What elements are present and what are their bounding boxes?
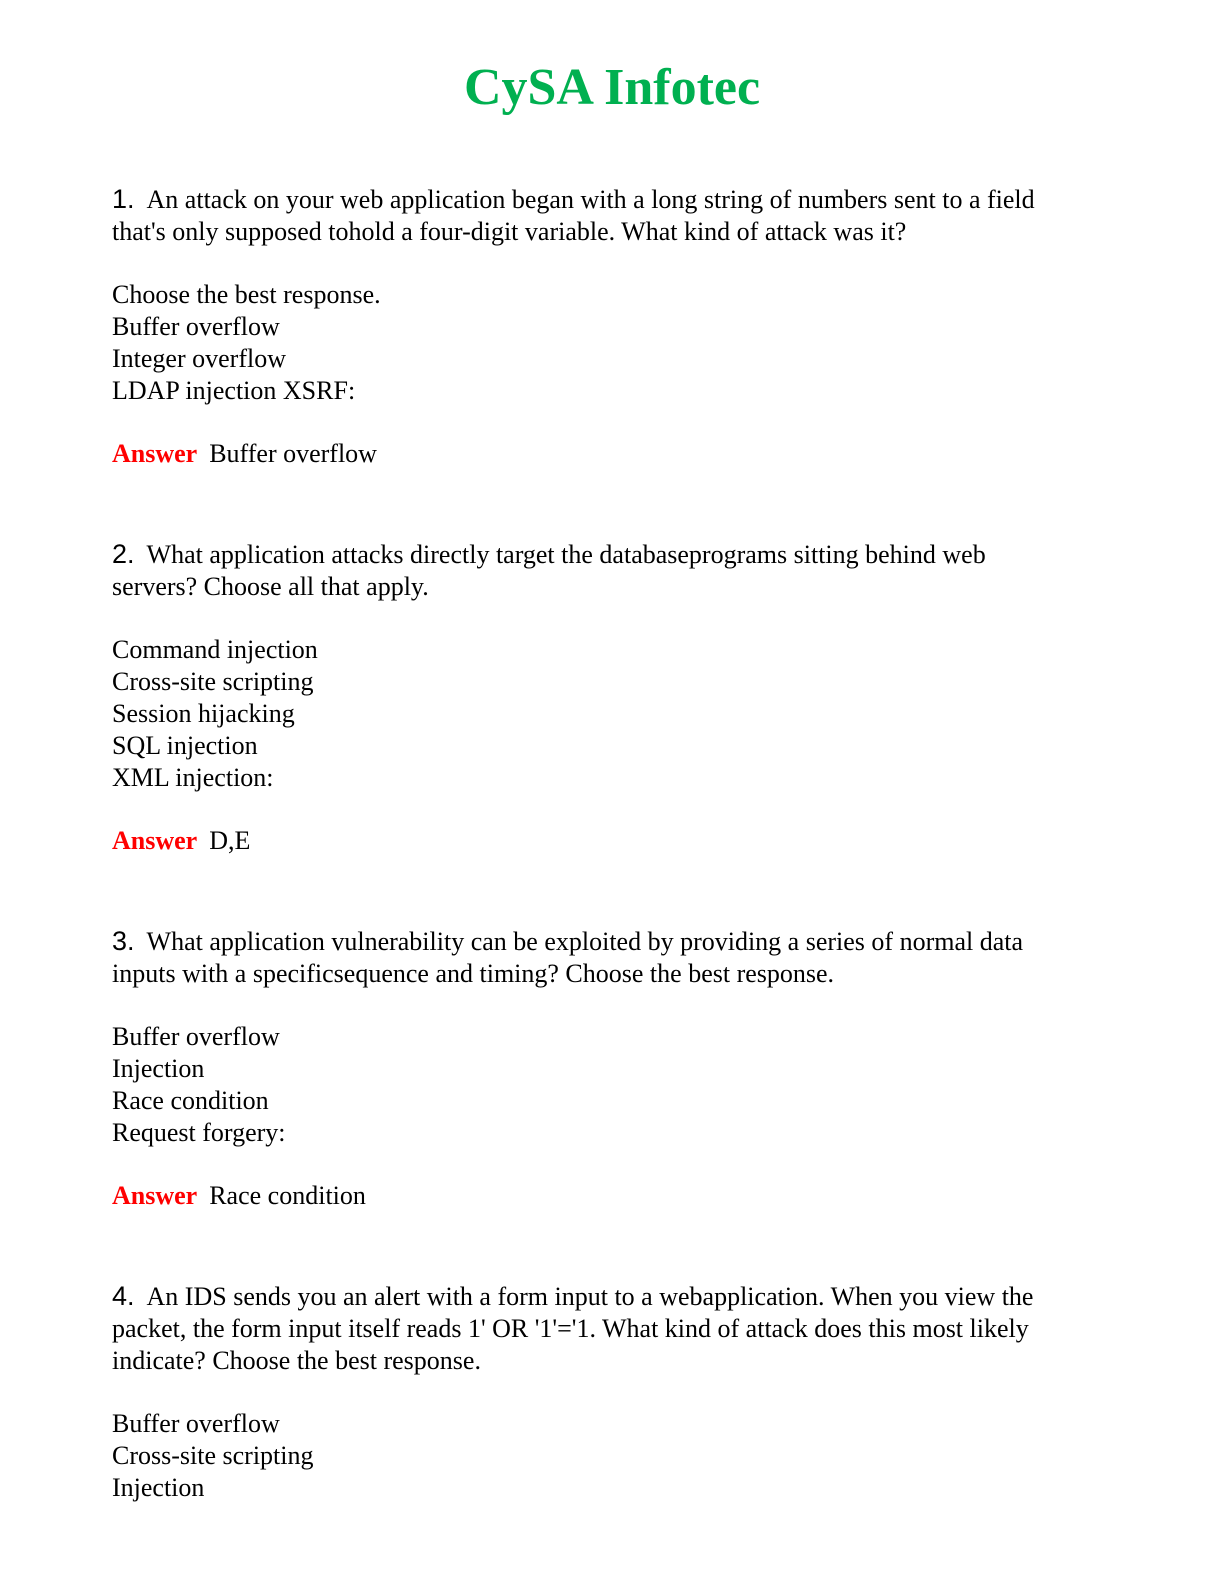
answer-options: Buffer overflow Injection Race condition Re… — [112, 1021, 1122, 1149]
question-3: 3. What application vulnerability can be … — [112, 925, 1122, 1212]
answer-label: Answer — [112, 826, 198, 855]
question-number: 4. — [112, 1281, 135, 1311]
prompt-text: inputs with a specificsequence and timin… — [112, 959, 835, 988]
prompt-line: 4. An IDS sends you an alert with a form … — [112, 1280, 1122, 1313]
prompt-text: An attack on your web application began … — [146, 185, 1035, 214]
answer-option: Race condition — [112, 1086, 269, 1115]
prompt-line: servers? Choose all that apply. — [112, 571, 1122, 603]
question-1: 1. An attack on your web application bega… — [112, 183, 1122, 470]
answer-option: Integer overflow — [112, 344, 286, 373]
answer-option: Injection — [112, 1054, 205, 1083]
prompt-text: that's only supposed tohold a four-digit… — [112, 217, 907, 246]
prompt-text: indicate? Choose the best response. — [112, 1346, 481, 1375]
answer-option: Injection — [112, 1473, 205, 1502]
question-prompt: 2. What application attacks directly targ… — [112, 538, 1122, 603]
document-title: CySA Infotec — [463, 59, 761, 116]
question-4: 4. An IDS sends you an alert with a form … — [112, 1280, 1122, 1504]
answer-option: XML injection: — [112, 763, 274, 792]
answer-option: Cross-site scripting — [112, 1441, 314, 1470]
answer-value: Race condition — [209, 1181, 366, 1210]
answer-option: Request forgery: — [112, 1118, 286, 1147]
answer-option: LDAP injection XSRF: — [112, 376, 356, 405]
prompt-line: 2. What application attacks directly targ… — [112, 538, 1122, 571]
prompt-text: What application vulnerability can be ex… — [146, 927, 1024, 956]
prompt-text: servers? Choose all that apply. — [112, 572, 429, 601]
answer-row: Answer Race condition — [112, 1180, 1122, 1212]
question-prompt: 4. An IDS sends you an alert with a form … — [112, 1280, 1122, 1377]
answer-options: Choose the best response. Buffer overflow… — [112, 279, 1122, 407]
prompt-line: 3. What application vulnerability can be … — [112, 925, 1122, 958]
prompt-line: inputs with a specificsequence and timin… — [112, 958, 1122, 990]
prompt-text: packet, the form input itself reads 1' O… — [112, 1314, 1029, 1343]
question-2: 2. What application attacks directly targ… — [112, 538, 1122, 857]
answer-row: Answer Buffer overflow — [112, 438, 1122, 470]
answer-label: Answer — [112, 1181, 198, 1210]
answer-option: SQL injection — [112, 731, 258, 760]
answer-option: Command injection — [112, 635, 318, 664]
question-number: 1. — [112, 184, 135, 214]
answer-row: Answer D,E — [112, 825, 1122, 857]
question-number: 3. — [112, 926, 135, 956]
answer-label: Answer — [112, 439, 198, 468]
prompt-line: 1. An attack on your web application bega… — [112, 183, 1122, 216]
answer-options: Command injection Cross-site scripting Ses… — [112, 634, 1122, 794]
question-list: 1. An attack on your web application bega… — [112, 183, 1122, 1572]
answer-value: Buffer overflow — [209, 439, 377, 468]
prompt-line: that's only supposed tohold a four-digit… — [112, 216, 1122, 248]
answer-option: Session hijacking — [112, 699, 295, 728]
prompt-text: An IDS sends you an alert with a form in… — [146, 1282, 1034, 1311]
prompt-text: What application attacks directly target… — [146, 540, 986, 569]
prompt-line: packet, the form input itself reads 1' O… — [112, 1313, 1122, 1345]
question-prompt: 1. An attack on your web application bega… — [112, 183, 1122, 248]
question-number: 2. — [112, 539, 135, 569]
answer-option: Buffer overflow — [112, 1409, 280, 1438]
answer-value: D,E — [209, 826, 251, 855]
prompt-line: indicate? Choose the best response. — [112, 1345, 1122, 1377]
answer-option: Buffer overflow — [112, 312, 280, 341]
question-prompt: 3. What application vulnerability can be … — [112, 925, 1122, 990]
answer-options: Buffer overflow Cross-site scripting Injec… — [112, 1408, 1122, 1504]
answer-option: Cross-site scripting — [112, 667, 314, 696]
answer-option: Choose the best response. — [112, 280, 381, 309]
answer-option: Buffer overflow — [112, 1022, 280, 1051]
